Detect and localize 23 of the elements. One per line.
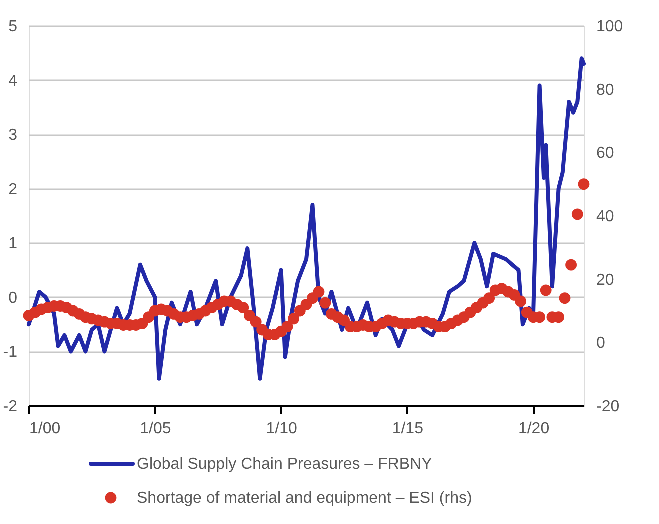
y2-tick-label: 80 (596, 82, 614, 99)
x-tick-label: 1/15 (392, 420, 424, 438)
y2-tick-label: -20 (596, 398, 620, 416)
y2-tick-label: 0 (596, 335, 606, 352)
legend-label: Shortage of material and equipment – ESI (rhs) (137, 490, 472, 507)
y-tick-label: 5 (8, 18, 18, 36)
x-tick-label: 1/05 (140, 420, 172, 438)
x-tick-label: 1/20 (518, 420, 550, 438)
x-tick-label: 1/00 (30, 420, 61, 438)
y2-tick-label: 60 (596, 145, 614, 162)
y-tick-label: 0 (8, 290, 18, 307)
y-tick-label: -2 (3, 398, 18, 416)
y-tick-label: 4 (8, 72, 18, 90)
y-tick-label: 1 (8, 236, 18, 253)
y2-tick-label: 20 (596, 272, 614, 289)
y2-tick-label: 40 (596, 208, 614, 226)
y-tick-label: 2 (8, 181, 18, 198)
y-tick-label: -1 (3, 344, 18, 362)
x-tick-label: 1/10 (266, 420, 298, 438)
line-series (27, 56, 586, 381)
y2-tick-label: 100 (596, 18, 624, 36)
legend-label: Global Supply Chain Preasures – FRBNY (137, 456, 433, 473)
y-tick-label: 3 (8, 127, 18, 144)
